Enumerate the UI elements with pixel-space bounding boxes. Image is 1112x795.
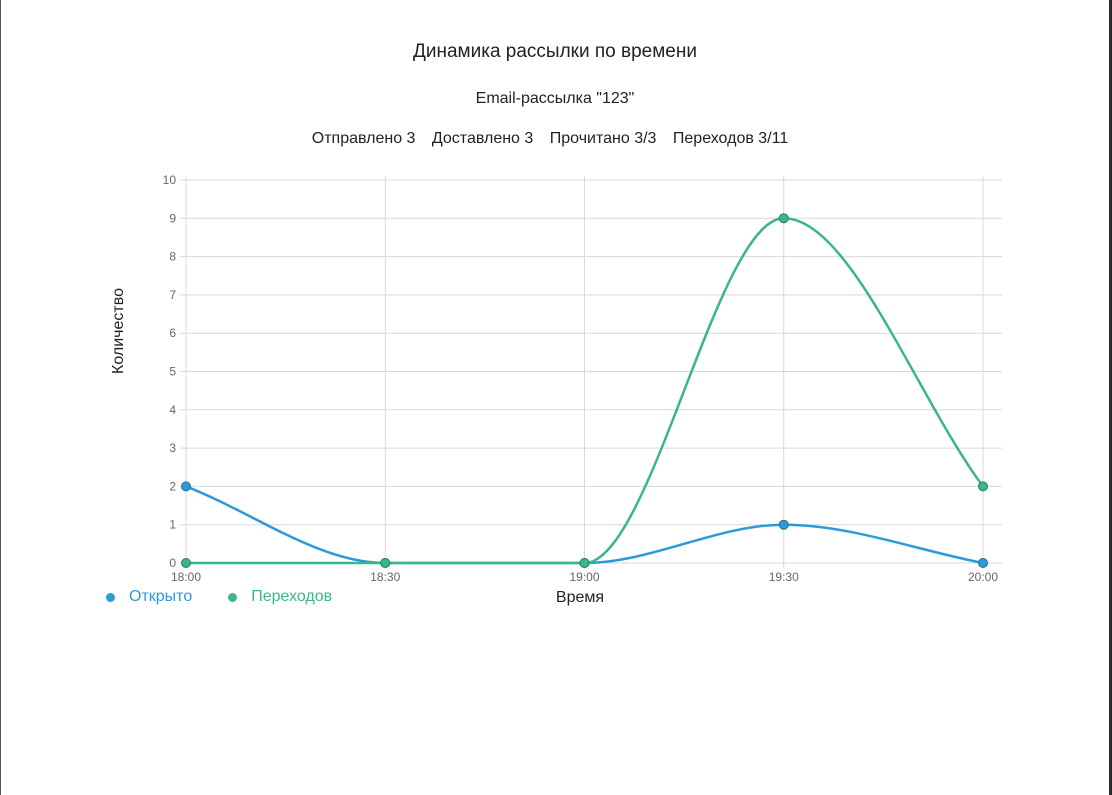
data-point-opened[interactable] (978, 558, 988, 568)
data-point-opened[interactable] (181, 481, 191, 492)
y-tick-label: 2 (169, 479, 176, 493)
x-tick-label: 18:30 (370, 570, 400, 584)
y-tick-label: 4 (169, 403, 176, 417)
stat-delivered: Доставлено 3 (431, 130, 534, 147)
x-axis-ticks: 18:00 18:30 19:00 19:30 20:00 (171, 570, 998, 584)
data-point-clicks[interactable] (978, 481, 988, 492)
y-tick-label: 3 (169, 441, 176, 455)
legend: Открыто Переходов (106, 588, 368, 606)
y-tick-label: 10 (163, 173, 177, 187)
data-point-clicks[interactable] (380, 558, 391, 568)
data-point-opened[interactable] (778, 519, 789, 530)
y-axis-title: Количество (110, 288, 127, 374)
x-tick-label: 20:00 (968, 570, 998, 584)
legend-dot-opened (106, 592, 115, 602)
data-point-clicks[interactable] (181, 558, 191, 568)
grid (180, 176, 1002, 569)
y-axis-ticks: 0 1 2 3 4 5 6 7 8 9 10 (163, 173, 177, 570)
stat-read: Прочитано 3/3 (549, 130, 657, 147)
y-tick-label: 9 (169, 211, 176, 225)
y-tick-label: 6 (169, 326, 176, 340)
series-line-clicks (185, 217, 985, 565)
y-tick-label: 1 (169, 518, 176, 532)
x-tick-label: 18:00 (171, 570, 201, 584)
x-axis-title: Время (556, 589, 604, 606)
y-tick-label: 0 (169, 556, 176, 570)
stat-clicks: Переходов 3/11 (672, 130, 789, 147)
y-tick-label: 8 (169, 250, 176, 264)
y-tick-label: 5 (169, 365, 176, 379)
legend-dot-clicks (228, 592, 238, 602)
chart-title: Динамика рассылки по времени (413, 41, 697, 62)
legend-label-opened: Открыто (129, 588, 193, 605)
legend-item-clicks[interactable]: Переходов (228, 588, 332, 606)
series-markers (181, 213, 988, 568)
data-point-clicks[interactable] (778, 213, 789, 224)
chart-subtitle: Email-рассылка "123" (475, 90, 635, 107)
stat-sent: Отправлено 3 (311, 130, 416, 147)
legend-item-opened[interactable]: Открыто (106, 588, 192, 606)
y-tick-label: 7 (169, 288, 176, 302)
x-tick-label: 19:30 (769, 570, 799, 584)
data-point-clicks[interactable] (579, 558, 590, 568)
legend-label-clicks: Переходов (251, 588, 333, 605)
x-tick-label: 19:00 (569, 570, 599, 584)
stats-bar: Отправлено 3 Доставлено 3 Прочитано 3/3 … (0, 130, 1100, 148)
